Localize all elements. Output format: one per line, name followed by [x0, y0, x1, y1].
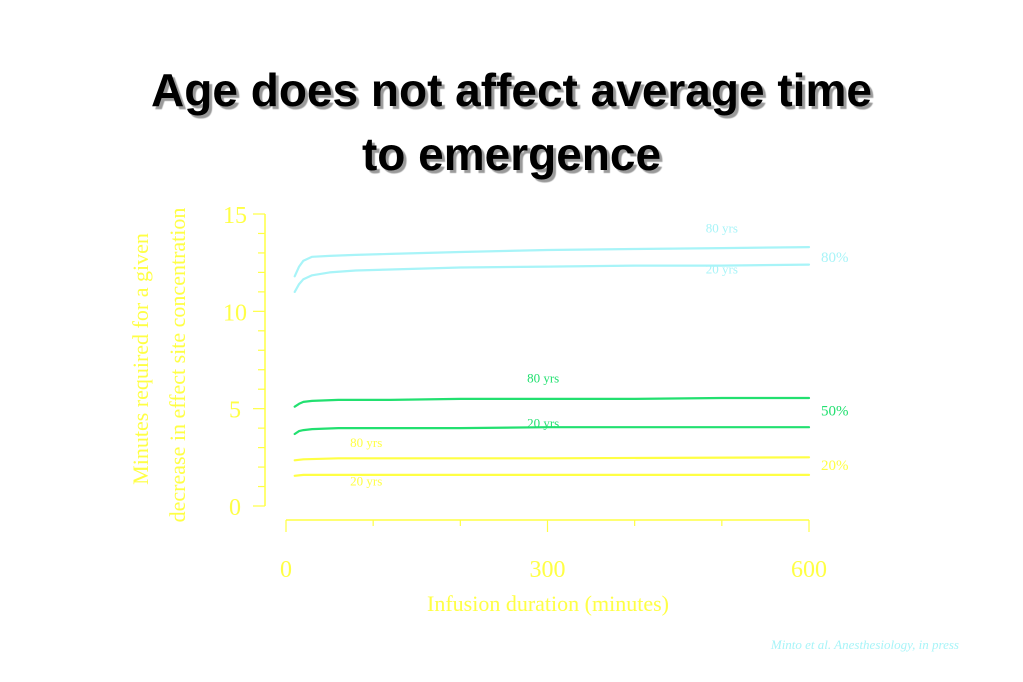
y-tick-label: 0 — [229, 495, 241, 521]
group-labels: 80% 50% 20% — [821, 250, 849, 474]
slide-title-line-2: to emergence — [361, 128, 662, 180]
y-tick-label: 10 — [223, 300, 247, 326]
x-tick-label: 600 — [791, 557, 827, 583]
series-line-50pct-20-yrs — [293, 426, 811, 436]
x-axis: 0 300 600 — [280, 519, 827, 583]
group-label: 20% — [821, 458, 849, 474]
series-lines — [293, 246, 811, 477]
series-label: 80 yrs — [350, 435, 382, 450]
series-label: 80 yrs — [706, 221, 738, 236]
group-label: 50% — [821, 404, 849, 420]
y-tick-label: 15 — [223, 203, 247, 229]
series-line-50pct-80-yrs — [293, 396, 811, 408]
slide-title-line-1: Age does not affect average time — [151, 64, 872, 116]
series-label: 20 yrs — [527, 415, 559, 430]
y-axis: 0 5 10 15 — [223, 203, 266, 521]
y-axis-label-line-1: Minutes required for a given — [128, 233, 153, 485]
series-label: 20 yrs — [706, 262, 738, 277]
series-line-20pct-20-yrs — [293, 473, 811, 477]
series-label: 80 yrs — [527, 371, 559, 386]
series-line-20pct-80-yrs — [293, 456, 811, 462]
y-axis-label-line-2: decrease in effect site concentration — [165, 208, 190, 523]
series-label: 20 yrs — [350, 474, 382, 489]
x-tick-label: 0 — [280, 557, 292, 583]
y-tick-label: 5 — [229, 398, 241, 424]
x-axis-label: Infusion duration (minutes) — [427, 591, 669, 616]
x-tick-label: 300 — [530, 557, 566, 583]
series-labels: 80 yrs 20 yrs 80 yrs 20 yrs 80 yrs 20 yrs — [350, 221, 738, 489]
series-line-80pct-80-yrs — [293, 246, 811, 278]
citation: Minto et al. Anesthesiology, in press — [770, 637, 959, 652]
group-label: 80% — [821, 250, 849, 266]
series-line-80pct-20-yrs — [293, 263, 811, 293]
